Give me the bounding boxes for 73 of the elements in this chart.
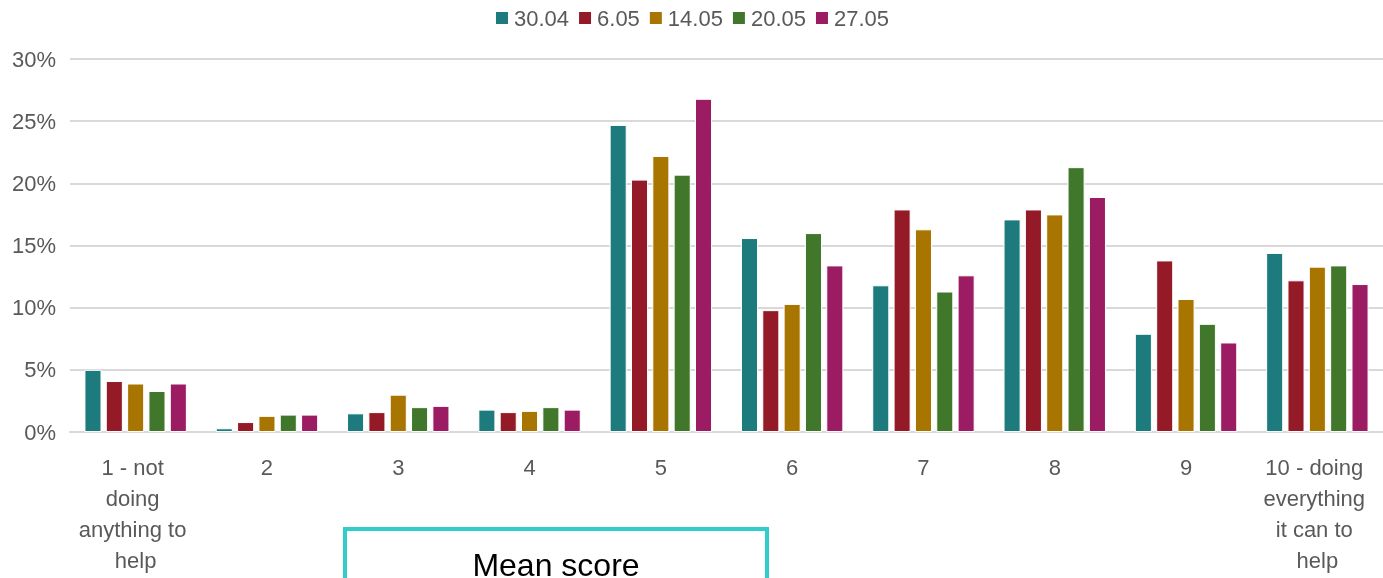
bar (432, 405, 450, 432)
bar (499, 412, 517, 432)
x-tick-label: 6 (786, 455, 799, 480)
bar (936, 291, 954, 432)
bar (673, 174, 691, 432)
bar (542, 407, 560, 432)
bar (148, 390, 166, 432)
bar (84, 369, 102, 432)
bar (258, 415, 276, 432)
y-tick-label: 5% (24, 357, 56, 383)
bar (127, 383, 145, 432)
bar (1266, 252, 1284, 432)
bar (301, 414, 319, 432)
bar (368, 412, 386, 432)
bar (914, 229, 932, 432)
bar (872, 285, 890, 432)
x-tick-label: 7 (917, 455, 930, 480)
legend-label: 14.05 (667, 5, 723, 31)
bar (804, 233, 823, 432)
bar (740, 238, 759, 432)
bar (609, 124, 627, 432)
x-tick-label: 9 (1179, 455, 1193, 480)
y-tick-label: 30% (11, 46, 56, 72)
x-tick-label: 8 (1048, 455, 1061, 480)
bar (237, 422, 255, 432)
bar (478, 409, 496, 432)
bar (630, 179, 649, 432)
bar (347, 413, 365, 432)
bar (521, 410, 539, 432)
bar (893, 209, 911, 432)
bar (1330, 265, 1348, 432)
bar (215, 428, 233, 432)
bar (1046, 214, 1064, 432)
bar (1220, 342, 1238, 432)
legend-label: 27.05 (833, 5, 890, 31)
bar (1177, 298, 1195, 432)
bar (1088, 197, 1106, 432)
x-tick-label: 5 (654, 455, 667, 480)
y-tick-label: 15% (11, 233, 56, 258)
legend-label: 6.05 (597, 5, 640, 31)
bar (1134, 333, 1152, 432)
bar (1003, 219, 1021, 432)
x-tick-label: 1 - not doing anything to help (78, 455, 193, 573)
bar (762, 310, 780, 432)
bar (694, 98, 713, 432)
y-tick-label: 0% (24, 419, 56, 445)
bar (411, 407, 429, 432)
bar (169, 383, 187, 432)
bar (1351, 284, 1369, 432)
legend-label: 30.04 (513, 5, 570, 31)
text: Mean score (472, 547, 640, 578)
bar (1287, 280, 1305, 432)
x-tick-label: 10 - doing everything it can to help (1263, 455, 1372, 573)
bar (826, 265, 844, 432)
bar (389, 394, 407, 432)
x-tick-label: 3 (392, 455, 405, 480)
legend-label: 20.05 (750, 5, 806, 31)
bar (105, 381, 123, 432)
y-tick-label: 25% (11, 108, 56, 134)
x-tick-label: 2 (260, 455, 274, 480)
bar (1198, 323, 1216, 432)
bar (957, 275, 975, 432)
bar (1024, 209, 1042, 432)
bar (1156, 260, 1174, 432)
bar (783, 303, 801, 432)
y-tick-label: 10% (11, 295, 56, 321)
bar (279, 414, 297, 432)
bar (1308, 266, 1326, 432)
bar (1067, 167, 1085, 432)
bar (652, 155, 670, 432)
bar (563, 409, 581, 432)
x-tick-label: 4 (523, 455, 536, 480)
y-tick-label: 20% (11, 170, 56, 196)
